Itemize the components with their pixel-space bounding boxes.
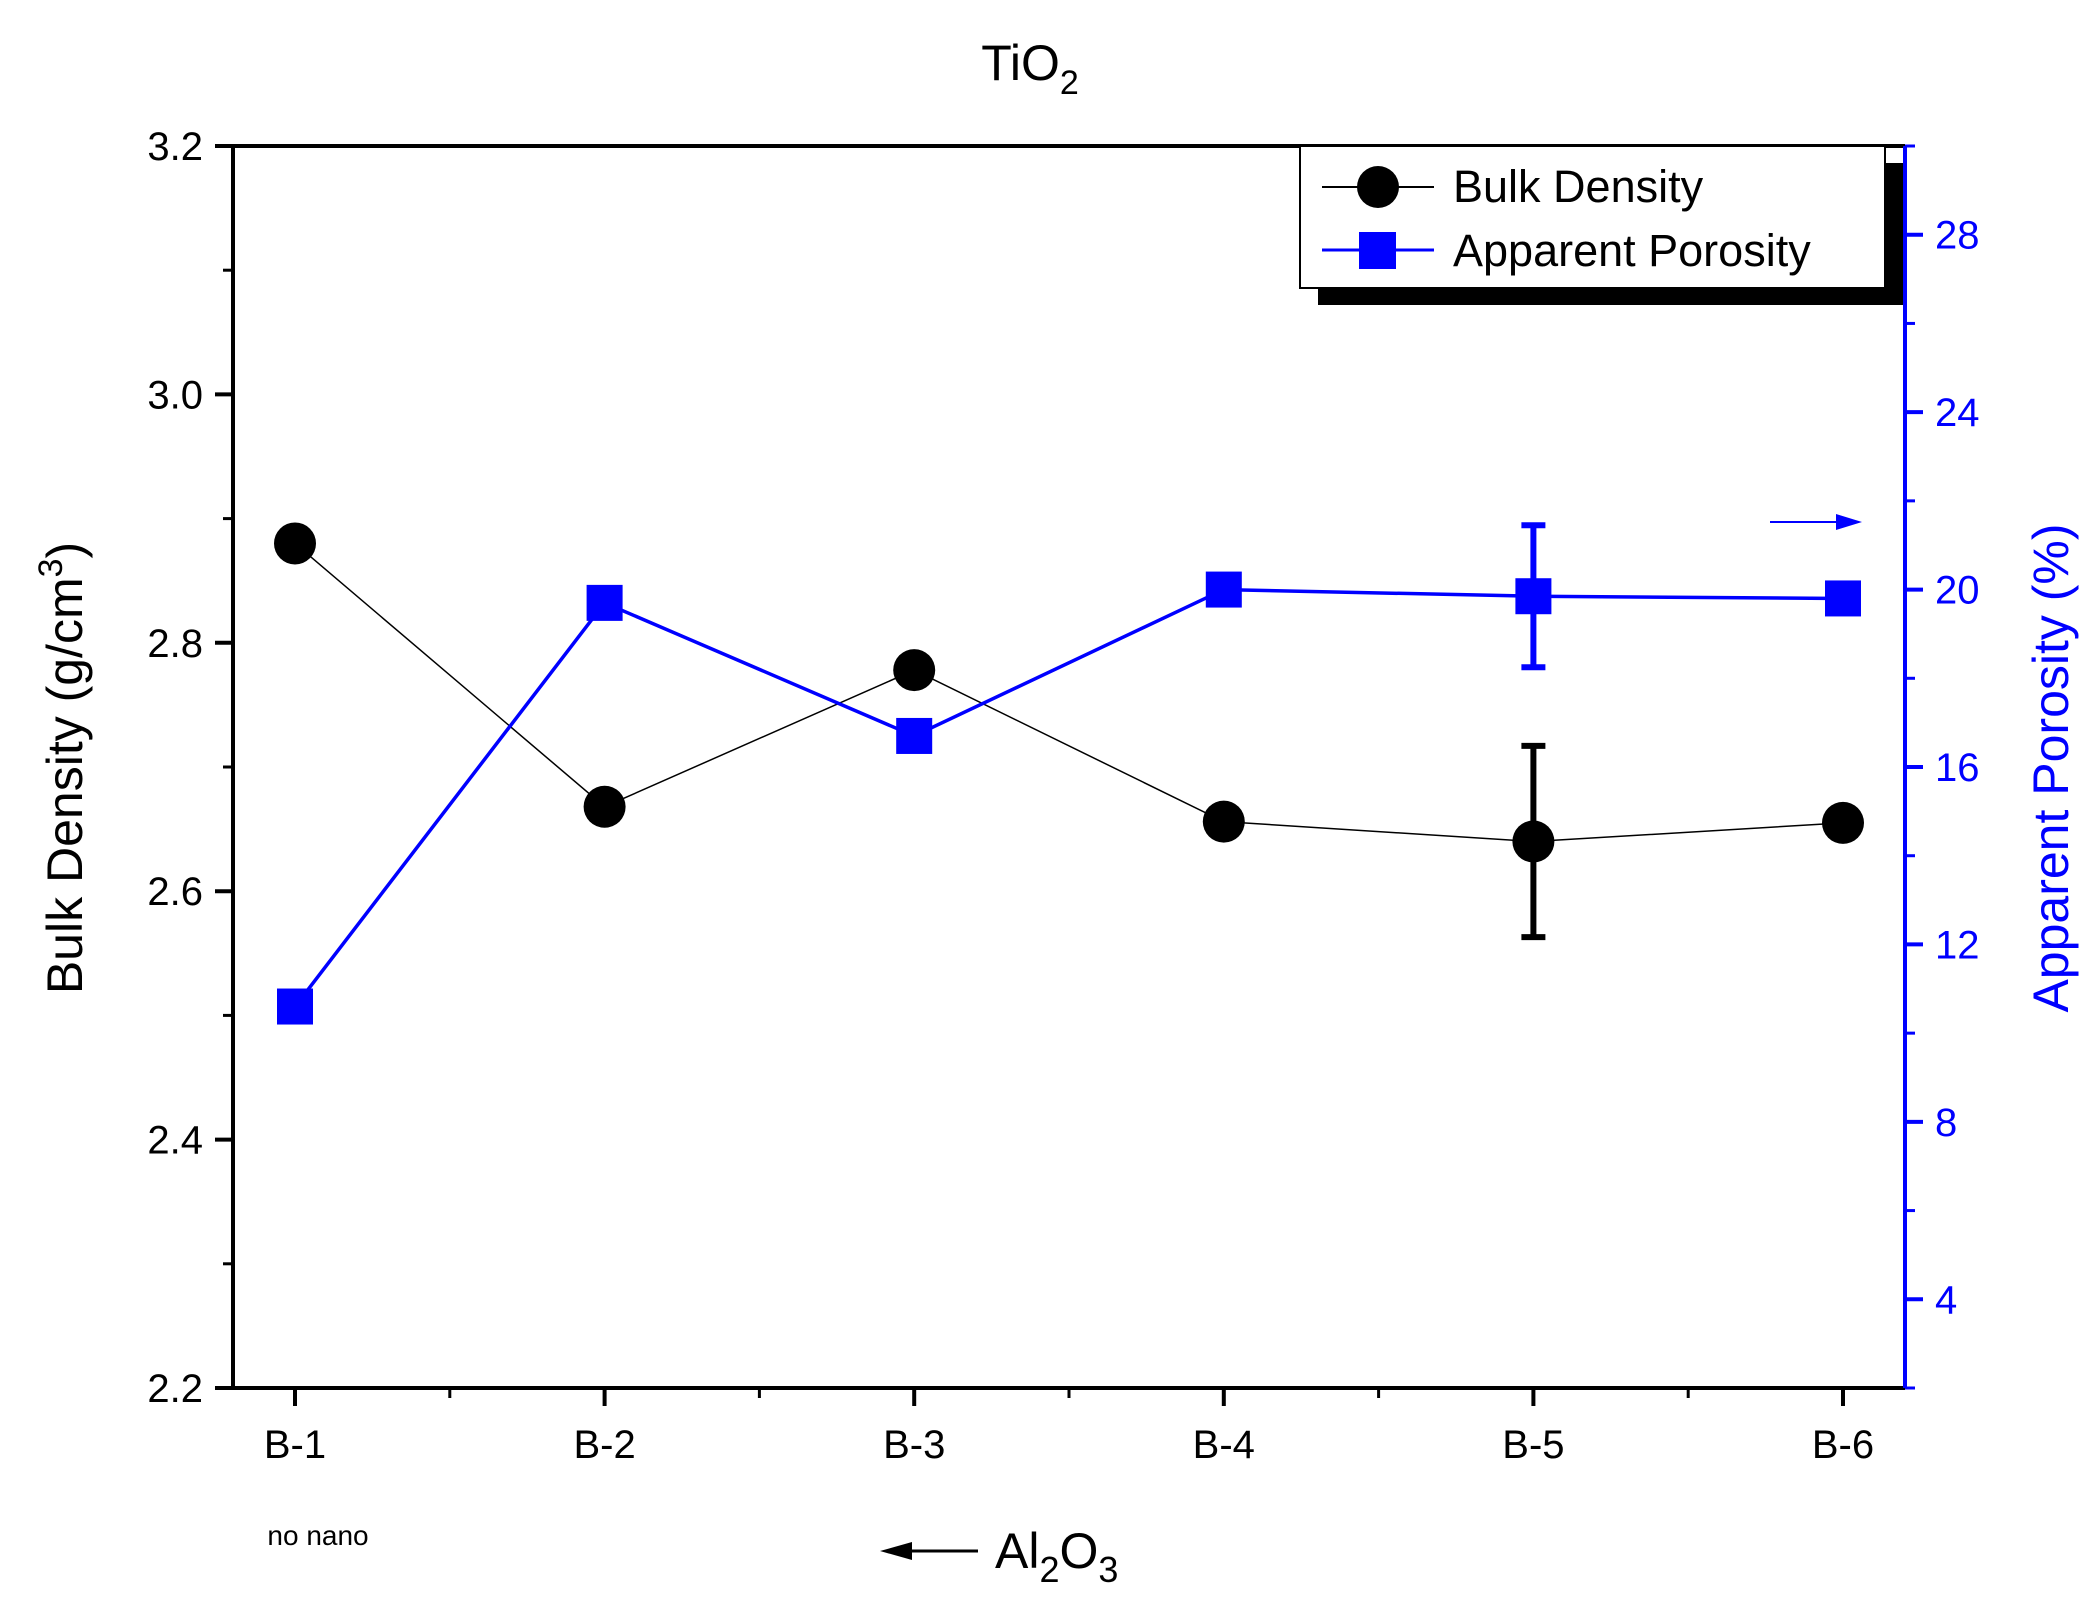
- svg-text:Al2O3: Al2O3: [995, 1523, 1118, 1590]
- bulk-density-point: [274, 522, 316, 565]
- left-tick-label: 2.2: [147, 1367, 203, 1411]
- left-tick-label: 3.0: [147, 373, 203, 417]
- series-layer: [274, 522, 1864, 1025]
- bulk-density-point: [1512, 820, 1555, 863]
- right-tick-label: 28: [1935, 214, 1980, 258]
- left-tick-label: 2.8: [147, 622, 203, 666]
- apparent-porosity-point: [1825, 580, 1861, 617]
- left-tick-label: 3.2: [147, 125, 203, 169]
- apparent-porosity-point: [1205, 571, 1242, 608]
- apparent-porosity-point: [277, 988, 313, 1025]
- legend: Bulk Density Apparent Porosity: [1299, 145, 1903, 305]
- x-tick-label: B-6: [1812, 1423, 1874, 1467]
- x-tick-label: B-4: [1193, 1423, 1255, 1467]
- series-apparent-porosity: [277, 522, 1861, 1025]
- x-tick-label: B-1: [264, 1423, 326, 1467]
- bulk-density-point: [893, 649, 936, 692]
- bulk-density-point: [1202, 800, 1245, 843]
- x-axis-ticks: B-1 B-2 B-3 B-4 B-5 B-6: [264, 1388, 1874, 1467]
- category-note: no nano: [267, 1520, 368, 1551]
- chart-title: TiO2: [981, 35, 1079, 102]
- plot-frame: [231, 144, 1907, 1390]
- left-tick-label: 2.4: [147, 1119, 203, 1163]
- bulk-density-point: [1822, 801, 1864, 844]
- right-tick-label: 4: [1935, 1278, 1957, 1322]
- y-axis-left-title: Bulk Density (g/cm3): [32, 542, 93, 994]
- x-tick-label: B-2: [573, 1423, 635, 1467]
- legend-marker-bulk-density: [1357, 166, 1399, 208]
- legend-marker-apparent-porosity: [1359, 232, 1396, 269]
- right-tick-label: 12: [1935, 923, 1980, 967]
- apparent-porosity-point: [586, 584, 623, 621]
- legend-box: [1299, 145, 1886, 289]
- right-axis-ticks: 4 8 12 16 20 24 28: [1905, 144, 1980, 1390]
- apparent-porosity-point: [896, 717, 933, 754]
- right-tick-label: 20: [1935, 569, 1980, 613]
- right-tick-label: 16: [1935, 746, 1980, 790]
- apparent-porosity-point: [1515, 578, 1552, 615]
- x-axis-title: Al2O3: [880, 1523, 1118, 1590]
- x-title-arrow-head: [880, 1542, 912, 1560]
- legend-label-apparent-porosity: Apparent Porosity: [1453, 225, 1811, 276]
- bulk-density-line: [294, 542, 1844, 843]
- right-tick-label: 24: [1935, 391, 1980, 435]
- x-tick-label: B-5: [1502, 1423, 1564, 1467]
- legend-label-bulk-density: Bulk Density: [1453, 161, 1704, 212]
- y-axis-right-title: Apparent Porosity (%): [2023, 523, 2079, 1012]
- bulk-density-point: [583, 785, 626, 828]
- apparent-porosity-line: [293, 587, 1844, 1008]
- right-tick-label: 8: [1935, 1101, 1957, 1145]
- x-tick-label: B-3: [883, 1423, 945, 1467]
- right-axis-arrow: [1770, 514, 1862, 530]
- left-axis-ticks: 2.2 2.4 2.6 2.8 3.0 3.2: [147, 125, 233, 1411]
- series-bulk-density: [274, 522, 1864, 941]
- left-tick-label: 2.6: [147, 870, 203, 914]
